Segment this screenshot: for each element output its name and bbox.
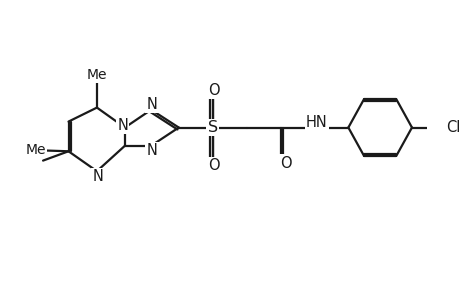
Text: N: N <box>146 143 157 158</box>
Text: HN: HN <box>305 115 327 130</box>
Text: O: O <box>279 156 291 171</box>
Text: Cl: Cl <box>445 120 459 135</box>
Text: O: O <box>207 158 219 173</box>
Text: N: N <box>146 97 157 112</box>
Text: Me: Me <box>25 142 45 157</box>
Text: N: N <box>92 169 103 184</box>
Text: N: N <box>117 118 128 133</box>
Text: O: O <box>207 83 219 98</box>
Text: S: S <box>207 120 217 135</box>
Text: Me: Me <box>86 68 107 83</box>
